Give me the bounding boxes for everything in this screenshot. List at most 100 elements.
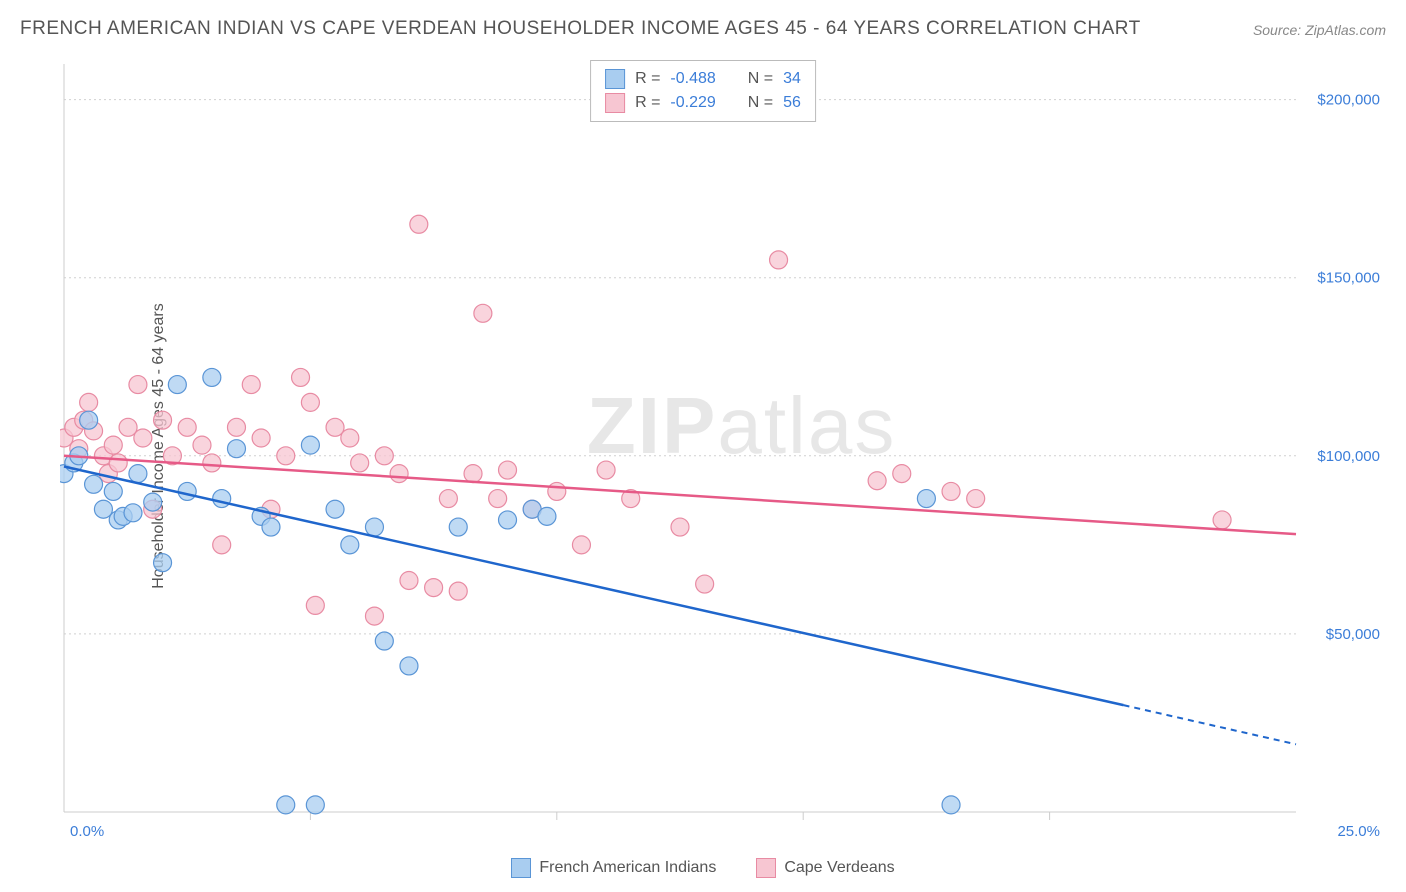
data-point [572,536,590,554]
data-point [193,436,211,454]
data-point [124,504,142,522]
data-point [252,429,270,447]
n-label: N = [748,70,773,88]
data-point [227,440,245,458]
data-point [154,554,172,572]
data-point [400,657,418,675]
data-point [868,472,886,490]
data-point [917,490,935,508]
n-value-b: 56 [783,94,801,112]
legend-swatch-b [756,858,776,878]
correlation-legend: R = -0.488 N = 34 R = -0.229 N = 56 [590,60,816,122]
data-point [154,411,172,429]
data-point [301,436,319,454]
legend-item-a: French American Indians [511,858,716,878]
data-point [770,251,788,269]
data-point [85,475,103,493]
svg-text:0.0%: 0.0% [70,823,104,840]
data-point [227,418,245,436]
svg-text:ZIPatlas: ZIPatlas [587,381,896,470]
data-point [410,215,428,233]
data-point [351,454,369,472]
data-point [449,518,467,536]
n-label: N = [748,94,773,112]
data-point [499,461,517,479]
data-point [262,518,280,536]
scatter-plot: $50,000 $100,000 $150,000 $200,000 0.0% 25.0%… [60,60,1386,842]
data-point [1213,511,1231,529]
swatch-series-b [605,93,625,113]
data-point [129,465,147,483]
data-point [104,436,122,454]
data-point [213,536,231,554]
corr-row-a: R = -0.488 N = 34 [605,67,801,91]
corr-row-b: R = -0.229 N = 56 [605,91,801,115]
data-point [375,632,393,650]
data-point [326,500,344,518]
svg-text:$150,000: $150,000 [1317,270,1380,287]
data-point [942,482,960,500]
data-point [893,465,911,483]
r-value-a: -0.488 [670,70,715,88]
data-point [203,454,221,472]
svg-text:$200,000: $200,000 [1317,92,1380,109]
data-point [144,493,162,511]
bottom-legend: French American Indians Cape Verdeans [0,858,1406,878]
trend-line-a [64,466,1124,705]
data-point [178,482,196,500]
data-point [474,304,492,322]
data-point [400,571,418,589]
data-point [277,796,295,814]
chart-area: $50,000 $100,000 $150,000 $200,000 0.0% 25.0%… [60,60,1386,842]
swatch-series-a [605,69,625,89]
data-point [306,796,324,814]
n-value-a: 34 [783,70,801,88]
data-point [301,393,319,411]
data-point [449,582,467,600]
data-point [942,796,960,814]
chart-title: FRENCH AMERICAN INDIAN VS CAPE VERDEAN H… [20,18,1141,40]
data-point [203,368,221,386]
legend-label-b: Cape Verdeans [784,859,894,877]
data-point [104,482,122,500]
data-point [967,490,985,508]
data-point [439,490,457,508]
data-point [538,507,556,525]
data-point [671,518,689,536]
r-label: R = [635,70,660,88]
data-point [696,575,714,593]
r-label: R = [635,94,660,112]
source-citation: Source: ZipAtlas.com [1253,22,1386,38]
legend-item-b: Cape Verdeans [756,858,894,878]
data-point [597,461,615,479]
svg-text:$50,000: $50,000 [1326,626,1380,643]
data-point [499,511,517,529]
legend-swatch-a [511,858,531,878]
data-point [489,490,507,508]
data-point [464,465,482,483]
data-point [341,429,359,447]
data-point [390,465,408,483]
svg-text:25.0%: 25.0% [1337,823,1380,840]
data-point [213,490,231,508]
data-point [109,454,127,472]
svg-text:$100,000: $100,000 [1317,448,1380,465]
data-point [341,536,359,554]
data-point [129,376,147,394]
data-point [80,393,98,411]
data-point [134,429,152,447]
data-point [178,418,196,436]
data-point [242,376,260,394]
data-point [375,447,393,465]
trend-line-a-extrapolated [1124,705,1296,744]
data-point [425,579,443,597]
data-point [548,482,566,500]
data-point [168,376,186,394]
data-point [365,518,383,536]
data-point [365,607,383,625]
data-point [306,596,324,614]
data-point [292,368,310,386]
r-value-b: -0.229 [670,94,715,112]
data-point [277,447,295,465]
legend-label-a: French American Indians [539,859,716,877]
